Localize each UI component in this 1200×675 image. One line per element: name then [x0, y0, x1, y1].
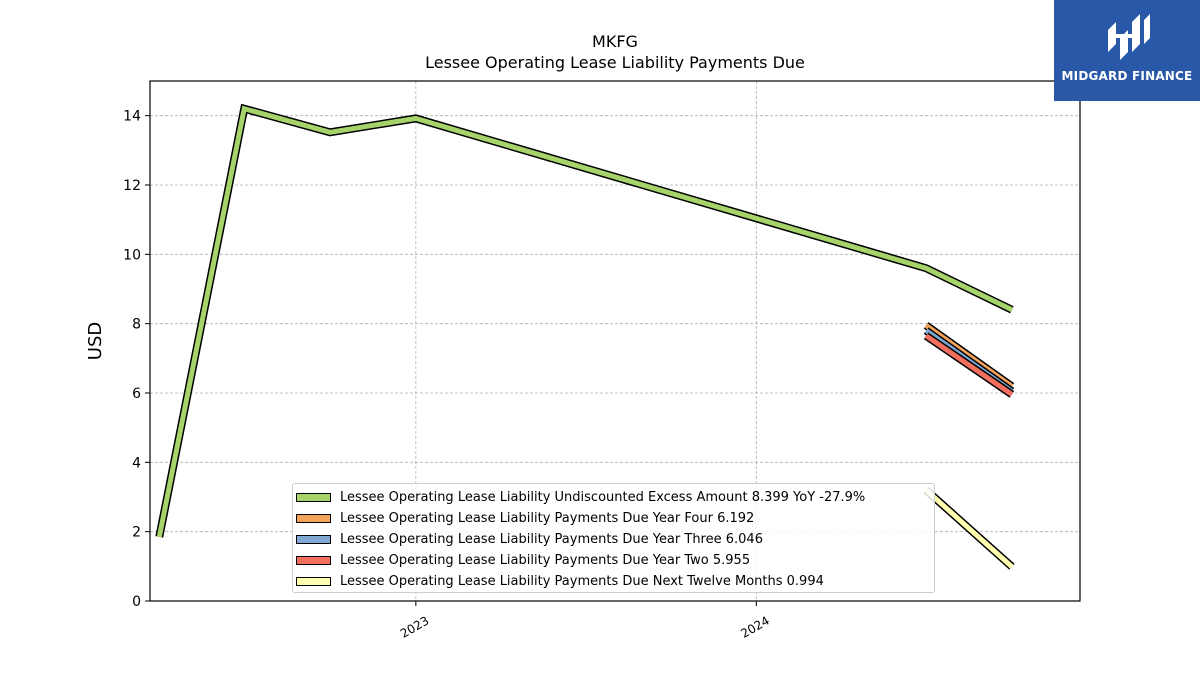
legend-item: Lessee Operating Lease Liability Payment…	[293, 508, 934, 529]
series-line	[155, 103, 1014, 538]
plot-frame	[149, 80, 1081, 602]
brand-logo: MIDGARD FINANCE	[1054, 0, 1200, 101]
legend-label: Lessee Operating Lease Liability Payment…	[340, 553, 751, 568]
chart-title: MKFG	[592, 32, 638, 51]
legend-swatch	[296, 493, 331, 502]
chart-subtitle: Lessee Operating Lease Liability Payment…	[425, 53, 805, 72]
series-line-stroke	[156, 105, 1013, 538]
legend-swatch	[296, 577, 331, 586]
legend-item: Lessee Operating Lease Liability Undisco…	[293, 487, 934, 508]
series-line-stroke	[924, 488, 1014, 569]
legend-label: Lessee Operating Lease Liability Payment…	[340, 532, 763, 547]
legend-label: Lessee Operating Lease Liability Undisco…	[340, 490, 866, 505]
y-tick-label: 12	[123, 178, 141, 194]
series-line-stroke	[924, 333, 1014, 397]
y-tick-label: 14	[123, 109, 141, 125]
series-line	[923, 487, 1015, 570]
legend-item: Lessee Operating Lease Liability Payment…	[293, 571, 934, 592]
y-tick-label: 10	[123, 247, 141, 263]
series-line	[923, 322, 1015, 390]
legend-label: Lessee Operating Lease Liability Payment…	[340, 574, 824, 589]
axis-ticks: 0 2 4 6 8 10 12 14 2023 2024	[123, 109, 772, 641]
logo-text: MIDGARD FINANCE	[1061, 69, 1193, 83]
series-lines	[155, 103, 1015, 570]
series-line-stroke	[924, 323, 1014, 389]
legend-label: Lessee Operating Lease Liability Payment…	[340, 511, 755, 526]
y-tick-label: 6	[132, 386, 141, 402]
y-axis-label: USD	[85, 322, 106, 360]
y-tick-label: 4	[132, 455, 141, 471]
legend-item: Lessee Operating Lease Liability Payment…	[293, 529, 934, 550]
x-tick-label: 2023	[398, 613, 431, 640]
y-tick-label: 0	[132, 594, 141, 610]
chart-legend: Lessee Operating Lease Liability Undisco…	[292, 483, 935, 593]
legend-swatch	[296, 535, 331, 544]
logo-mark-icon	[1108, 14, 1150, 60]
y-tick-label: 8	[132, 317, 141, 333]
legend-swatch	[296, 556, 331, 565]
legend-swatch	[296, 514, 331, 523]
y-tick-label: 2	[132, 525, 141, 541]
series-line-outline	[155, 103, 1014, 538]
legend-item: Lessee Operating Lease Liability Payment…	[293, 550, 934, 571]
x-tick-label: 2024	[738, 613, 771, 640]
series-line	[923, 332, 1015, 398]
